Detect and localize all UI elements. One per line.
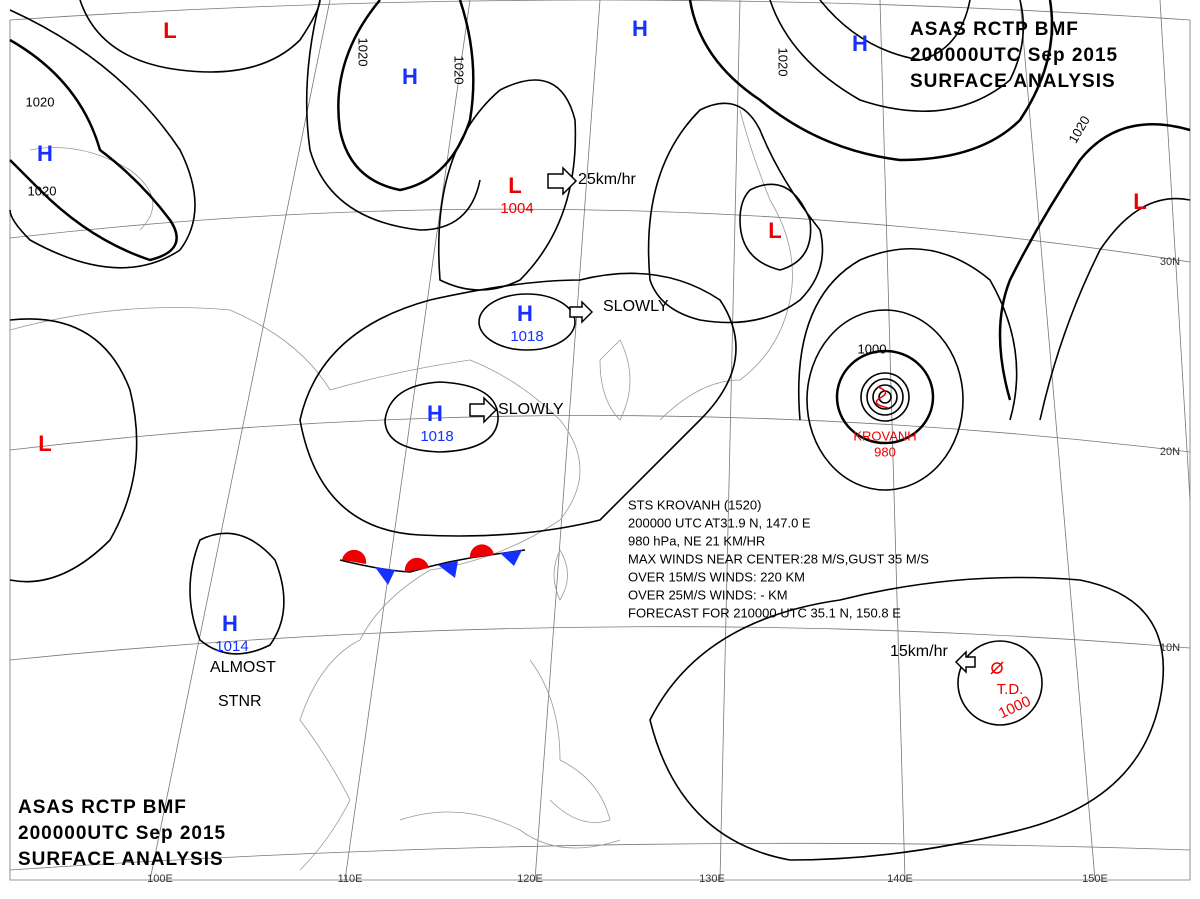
- latitude-label: 30N: [1160, 256, 1180, 268]
- motion-label: ALMOST: [210, 659, 276, 676]
- system-symbol: H: [37, 141, 53, 166]
- system-symbol: L: [768, 218, 781, 243]
- motion-label: SLOWLY: [603, 298, 669, 315]
- map-title: 200000UTC Sep 2015: [910, 45, 1118, 66]
- longitude-label: 120E: [517, 873, 543, 885]
- longitude-label: 100E: [147, 873, 173, 885]
- motion-label: SLOWLY: [498, 401, 564, 418]
- map-title: ASAS RCTP BMF: [910, 19, 1079, 40]
- storm-pressure: 980: [874, 444, 896, 459]
- typhoon-symbol: [875, 386, 889, 409]
- map-title: ASAS RCTP BMF: [18, 797, 187, 818]
- system-pressure: 1018: [510, 328, 543, 345]
- storm-bulletin: FORECAST FOR 210000 UTC 35.1 N, 150.8 E: [628, 605, 901, 620]
- labels: ASAS RCTP BMF 200000UTC Sep 2015 SURFACE A…: [18, 16, 1180, 885]
- storm-name: KROVANH: [853, 428, 916, 443]
- td-symbol: [990, 661, 1004, 675]
- latitude-label: 20N: [1160, 446, 1180, 458]
- system-symbol: H: [222, 611, 238, 636]
- isobar-label: 1020: [452, 56, 467, 85]
- map-title: SURFACE ANALYSIS: [18, 849, 224, 870]
- coastlines: [9, 109, 793, 871]
- storm-bulletin: 200000 UTC AT31.9 N, 147.0 E: [628, 515, 811, 530]
- system-symbol: H: [852, 31, 868, 56]
- motion-arrows: [469, 166, 976, 674]
- system-symbol: H: [427, 401, 443, 426]
- isobar-label: 1020: [26, 94, 55, 109]
- latitude-label: 10N: [1160, 642, 1180, 654]
- motion-label: STNR: [218, 693, 262, 710]
- isobar-label: 1020: [776, 48, 791, 77]
- isobar-label: 1000: [858, 341, 887, 356]
- system-pressure: 1014: [215, 638, 248, 655]
- system-pressure: 1018: [420, 428, 453, 445]
- isobars: [9, 0, 1191, 861]
- front: [339, 544, 526, 585]
- system-symbol: L: [38, 431, 51, 456]
- td-label: T.D.: [997, 681, 1024, 698]
- storm-bulletin: 980 hPa, NE 21 KM/HR: [628, 533, 765, 548]
- storm-bulletin: OVER 15M/S WINDS: 220 KM: [628, 569, 805, 584]
- storm-bulletin: STS KROVANH (1520): [628, 497, 761, 512]
- motion-label: 25km/hr: [578, 171, 636, 188]
- map-title: SURFACE ANALYSIS: [910, 71, 1116, 92]
- isobar-label: 1020: [356, 38, 371, 67]
- longitude-label: 130E: [699, 873, 725, 885]
- system-symbol: L: [163, 18, 176, 43]
- longitude-label: 150E: [1082, 873, 1108, 885]
- motion-label: 15km/hr: [890, 643, 948, 660]
- system-pressure: 1004: [500, 200, 533, 217]
- storm-bulletin: MAX WINDS NEAR CENTER:28 M/S,GUST 35 M/S: [628, 551, 929, 566]
- system-symbol: H: [402, 64, 418, 89]
- system-symbol: H: [517, 301, 533, 326]
- longitude-label: 110E: [338, 873, 363, 885]
- map-title: 200000UTC Sep 2015: [18, 823, 226, 844]
- isobar-label: 1020: [28, 183, 57, 198]
- storm-bulletin: OVER 25M/S WINDS: - KM: [628, 587, 788, 602]
- system-symbol: H: [632, 16, 648, 41]
- system-symbol: L: [1133, 189, 1146, 214]
- system-symbol: L: [508, 173, 521, 198]
- longitude-label: 140E: [887, 873, 913, 885]
